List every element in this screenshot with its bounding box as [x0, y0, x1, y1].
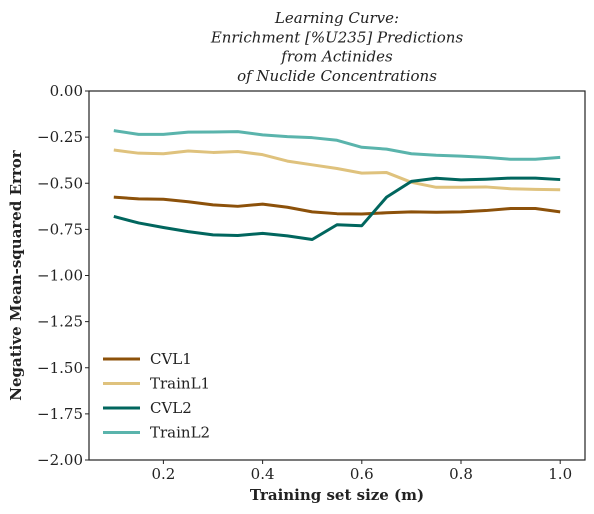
y-tick-label: −1.75 — [37, 405, 83, 423]
x-axis-label: Training set size (m) — [250, 486, 424, 504]
legend-label: TrainL2 — [150, 424, 210, 442]
series-line-cvl2 — [113, 176, 561, 242]
legend-label: CVL1 — [150, 350, 192, 368]
x-tick-label: 0.4 — [251, 465, 275, 483]
x-axis-ticks: 0.2 0.4 0.6 0.8 1.0 — [151, 460, 572, 483]
y-tick-label: 0.00 — [50, 82, 83, 100]
x-tick-label: 0.2 — [151, 465, 175, 483]
chart-title-line: of Nuclide Concentrations — [237, 67, 437, 85]
y-tick-label: −0.25 — [37, 128, 83, 146]
y-tick-label: −1.00 — [37, 267, 83, 285]
y-tick-label: −0.50 — [37, 174, 83, 192]
x-tick-label: 1.0 — [548, 465, 572, 483]
chart-title-line: Learning Curve: — [274, 9, 399, 27]
y-tick-label: −0.75 — [37, 220, 83, 238]
chart-title-line: from Actinides — [280, 48, 393, 66]
y-tick-label: −2.00 — [37, 451, 83, 469]
legend-label: TrainL1 — [150, 375, 210, 393]
series-lines — [113, 129, 561, 242]
x-tick-label: 0.8 — [449, 465, 473, 483]
y-axis-label: Negative Mean-squared Error — [7, 149, 25, 401]
y-axis-ticks: 0.00 −0.25 −0.50 −0.75 −1.00 −1.25 −1.50 −1.75 −… — [37, 82, 89, 469]
series-line-cvl1 — [113, 195, 561, 216]
series-line-trainl1 — [113, 148, 561, 192]
x-tick-label: 0.6 — [350, 465, 374, 483]
y-tick-label: −1.50 — [37, 359, 83, 377]
chart-title: Learning Curve:Enrichment [%U235] Predic… — [210, 9, 464, 85]
chart-title-line: Enrichment [%U235] Predictions — [210, 28, 464, 46]
y-tick-label: −1.25 — [37, 313, 83, 331]
legend-label: CVL2 — [150, 399, 192, 417]
series-line-trainl2 — [113, 129, 561, 161]
legend: CVL1 TrainL1 CVL2 TrainL2 — [103, 350, 210, 442]
